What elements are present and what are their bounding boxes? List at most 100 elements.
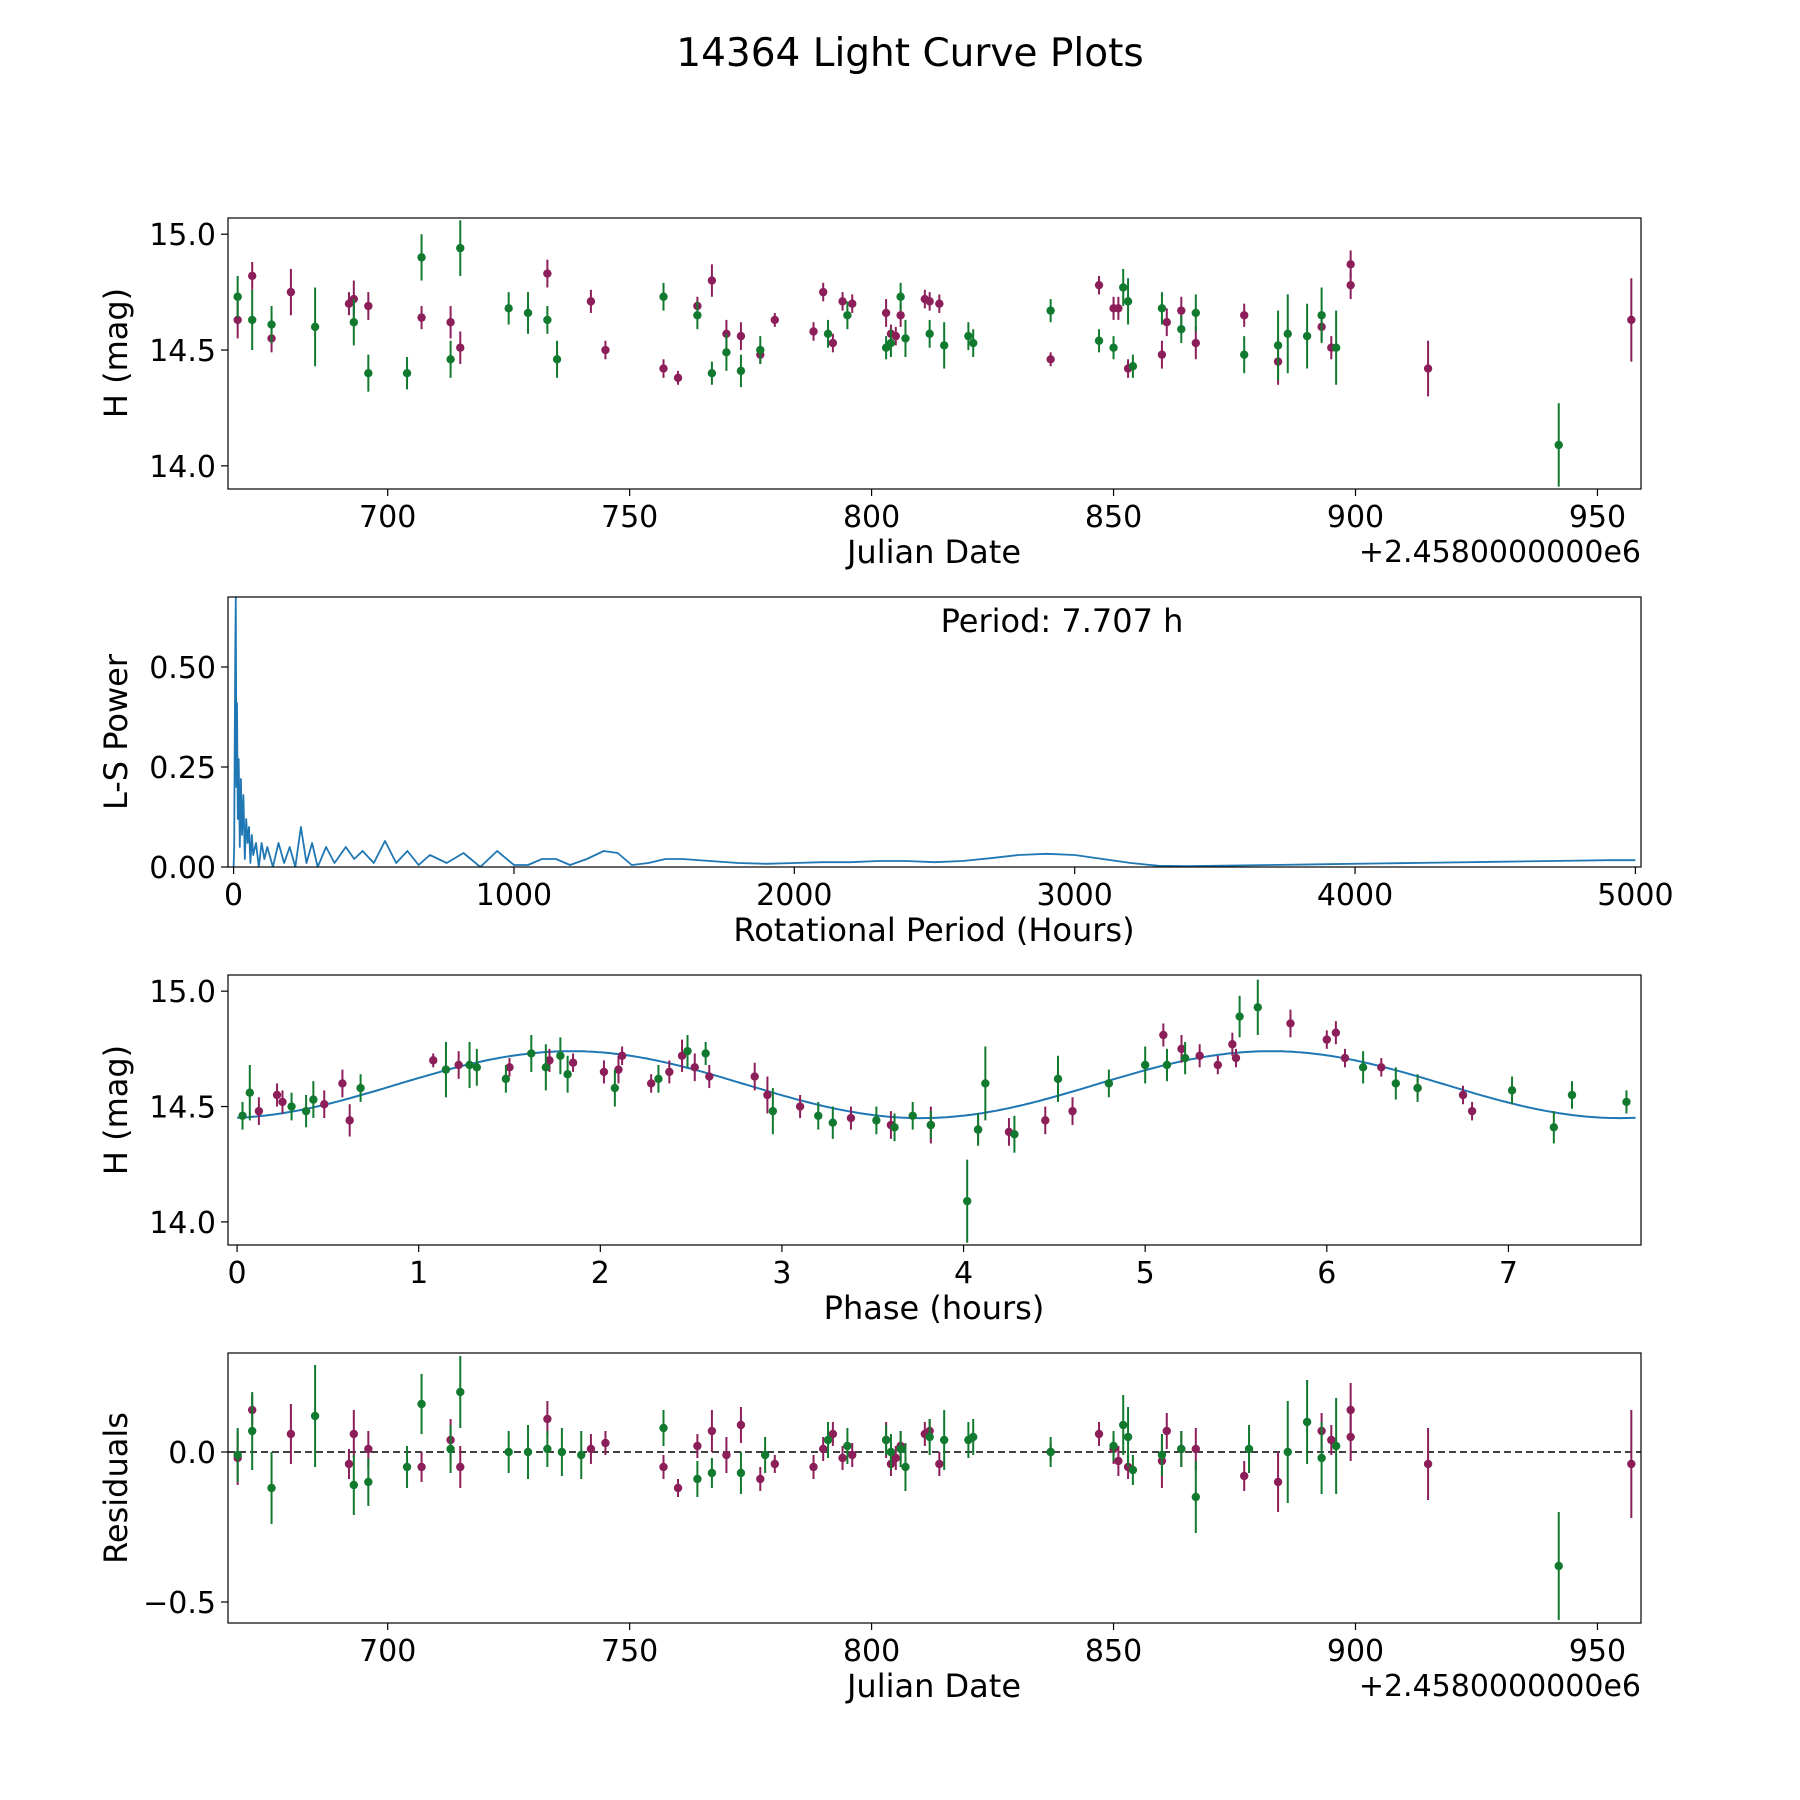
residuals-plot-area bbox=[228, 1356, 1641, 1620]
data-point bbox=[1177, 1044, 1186, 1054]
lightcurve-xtick-label: 750 bbox=[601, 500, 658, 535]
data-point bbox=[349, 1480, 359, 1490]
data-point bbox=[349, 294, 359, 304]
data-point bbox=[722, 348, 731, 357]
data-point bbox=[665, 1067, 674, 1077]
data-point bbox=[1177, 306, 1186, 315]
data-point bbox=[465, 1060, 474, 1070]
data-point bbox=[1273, 1477, 1283, 1487]
periodogram-xtick-label: 3000 bbox=[1036, 878, 1112, 913]
data-point bbox=[1157, 350, 1167, 359]
residuals-ytick-label: 0.0 bbox=[168, 1436, 216, 1471]
data-point bbox=[1327, 1435, 1336, 1445]
data-point bbox=[1317, 1453, 1326, 1463]
phased-xtick-label: 1 bbox=[409, 1256, 428, 1291]
lightcurve-xtick-label: 850 bbox=[1085, 500, 1142, 535]
periodogram-frame bbox=[227, 596, 1642, 868]
data-point bbox=[272, 1090, 282, 1100]
data-point bbox=[247, 315, 257, 325]
data-point bbox=[417, 253, 426, 262]
data-point bbox=[1140, 1060, 1150, 1070]
data-point bbox=[545, 1056, 554, 1065]
data-point bbox=[247, 271, 257, 281]
data-point bbox=[563, 1070, 572, 1079]
residuals-marks bbox=[228, 1356, 1641, 1620]
data-point bbox=[901, 1462, 910, 1472]
data-point bbox=[601, 1438, 610, 1448]
data-point bbox=[1346, 1432, 1355, 1442]
data-point bbox=[901, 334, 910, 343]
lightcurve-ytick-label: 14.5 bbox=[149, 334, 216, 369]
lightcurve-marks bbox=[233, 220, 1636, 487]
residuals-ylabel: Residuals bbox=[97, 1412, 135, 1564]
data-point bbox=[896, 1444, 905, 1454]
lightcurve-xlabel: Julian Date bbox=[845, 533, 1021, 571]
residuals-series-filter-1 bbox=[233, 1383, 1636, 1518]
periodogram-xtick-label: 1000 bbox=[476, 878, 552, 913]
data-point bbox=[417, 1399, 426, 1409]
residuals-frame bbox=[227, 1352, 1642, 1624]
data-point bbox=[233, 292, 242, 301]
data-point bbox=[819, 1444, 828, 1454]
lightcurve-ytick-label: 15.0 bbox=[149, 218, 216, 253]
panel-residuals: 700 750 800 850 900 950 −0.5 0.0 Julian Date Re… bbox=[97, 1352, 1642, 1705]
data-point bbox=[846, 1113, 856, 1123]
data-point bbox=[654, 1074, 663, 1084]
data-point bbox=[659, 364, 668, 373]
periodogram-ytick-label: 0.00 bbox=[149, 851, 216, 886]
data-point bbox=[267, 320, 276, 329]
data-point bbox=[1627, 1459, 1636, 1469]
data-point bbox=[843, 311, 852, 320]
data-point bbox=[768, 1106, 778, 1116]
data-point bbox=[601, 345, 610, 355]
data-point bbox=[543, 1444, 552, 1454]
data-point bbox=[1104, 1079, 1114, 1088]
periodogram-line bbox=[232, 597, 1636, 867]
data-point bbox=[501, 1074, 511, 1084]
data-point bbox=[881, 1435, 891, 1445]
data-point bbox=[1302, 331, 1312, 341]
data-point bbox=[1114, 1456, 1123, 1466]
phased-xlabel: Phase (hours) bbox=[824, 1289, 1045, 1327]
data-point bbox=[577, 1450, 586, 1460]
data-point bbox=[1159, 1030, 1168, 1040]
panel-lightcurve: 700 750 800 850 900 950 14.0 14.5 15.0 Julian Da… bbox=[97, 217, 1642, 571]
data-point bbox=[568, 1058, 578, 1067]
data-point bbox=[962, 1196, 972, 1206]
lightcurve-ytick-label: 14.0 bbox=[149, 450, 216, 485]
data-point bbox=[736, 1468, 746, 1478]
data-point bbox=[287, 1102, 296, 1111]
data-point bbox=[848, 299, 857, 308]
data-point bbox=[1346, 260, 1355, 269]
data-point bbox=[1235, 1012, 1244, 1021]
data-point bbox=[556, 1051, 565, 1060]
data-point bbox=[838, 297, 847, 306]
data-point bbox=[1162, 318, 1171, 327]
residuals-xlabel: Julian Date bbox=[845, 1667, 1021, 1705]
phased-ytick-label: 15.0 bbox=[149, 975, 216, 1010]
data-point bbox=[828, 338, 838, 348]
data-point bbox=[349, 1429, 359, 1439]
data-point bbox=[309, 1095, 318, 1104]
data-point bbox=[310, 1411, 320, 1421]
data-point bbox=[278, 1097, 287, 1107]
phased-xtick-label: 5 bbox=[1136, 1256, 1155, 1291]
data-point bbox=[310, 322, 320, 332]
lightcurve-ticks: 700 750 800 850 900 950 14.0 14.5 15.0 bbox=[149, 218, 1626, 535]
data-point bbox=[286, 287, 296, 297]
data-point bbox=[1622, 1097, 1631, 1107]
data-point bbox=[1423, 1459, 1433, 1469]
data-point bbox=[1041, 1116, 1050, 1125]
data-point bbox=[659, 1462, 668, 1472]
data-point bbox=[417, 313, 426, 322]
data-point bbox=[1467, 1106, 1477, 1116]
data-point bbox=[1554, 1561, 1563, 1571]
periodogram-xtick-label: 5000 bbox=[1597, 878, 1673, 913]
data-point bbox=[1549, 1123, 1559, 1132]
residuals-xtick-label: 900 bbox=[1327, 1634, 1384, 1669]
data-point bbox=[760, 1450, 770, 1460]
data-point bbox=[320, 1100, 329, 1109]
data-point bbox=[344, 1459, 354, 1469]
data-point bbox=[402, 368, 412, 378]
data-point bbox=[891, 331, 900, 341]
